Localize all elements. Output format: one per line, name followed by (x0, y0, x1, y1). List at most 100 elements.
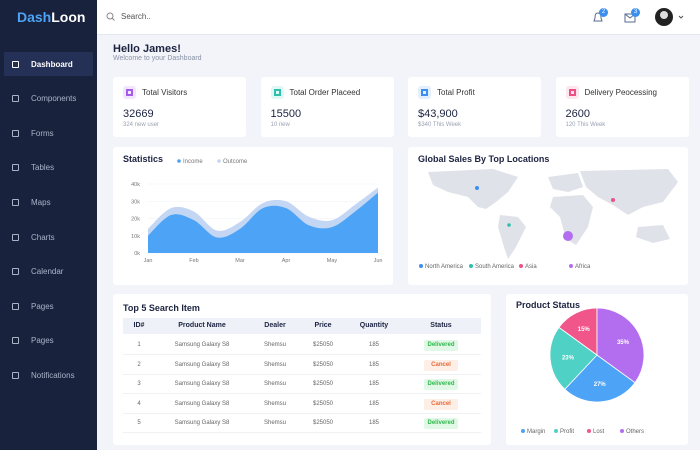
card-note: 10 new (270, 122, 290, 128)
card-label: Total Visitors (142, 88, 188, 97)
nav-item[interactable]: Notifications (4, 363, 93, 387)
location-dot (611, 198, 615, 202)
nav-item[interactable]: Components (4, 87, 93, 111)
nav-icon (12, 198, 19, 206)
greeting-subtitle: Welcome to your Dashboard (113, 55, 202, 62)
card-note: 324 new user (123, 122, 160, 128)
search-input[interactable]: Search.. (121, 12, 151, 21)
legend-dot (217, 159, 221, 163)
map-panel: Global Sales By Top Locations North Amer… (408, 147, 688, 285)
card-note: 120 This Week (565, 122, 606, 128)
card-icon (565, 86, 579, 99)
stat-card: Total Visitors 32669 324 new user (113, 77, 246, 137)
column-header: Quantity (359, 322, 389, 329)
x-tick-label: May (327, 258, 338, 264)
nav-icon (12, 268, 19, 276)
nav-item[interactable]: Pages (4, 329, 93, 353)
y-tick-label: 10k (131, 234, 140, 240)
nav-item[interactable]: Calendar (4, 260, 93, 284)
location-dot (475, 186, 479, 190)
nav-item[interactable]: Pages (4, 294, 93, 318)
area (148, 192, 378, 253)
nav-item[interactable]: Tables (4, 156, 93, 180)
chart-title: Statistics (123, 154, 163, 164)
nav-label: Dashboard (31, 59, 73, 69)
location-dot (507, 223, 511, 227)
status-badge: Cancel (424, 398, 458, 410)
y-tick-label: 40k (131, 182, 140, 188)
cell: Samsung Galaxy S8 (174, 400, 230, 407)
cell: 185 (368, 420, 379, 427)
table-title: Top 5 Search Item (123, 303, 200, 313)
legend-dot (587, 429, 591, 433)
x-tick-label: Mar (235, 258, 245, 264)
legend-label: Africa (575, 264, 591, 270)
x-tick-label: Apr (282, 258, 291, 264)
nav-label: Pages (31, 301, 54, 311)
nav-item[interactable]: Forms (4, 121, 93, 145)
table: ID# Product Name Dealer Price Quantity Status… (123, 318, 481, 438)
table-header-bg (123, 318, 481, 334)
card-value: 32669 (123, 108, 154, 120)
table-panel: Top 5 Search Item ID# Product Name Dealer P… (113, 294, 491, 445)
avatar[interactable] (654, 7, 686, 27)
cell: 185 (368, 381, 379, 388)
nav-icon (12, 233, 19, 241)
cell: Samsung Galaxy S8 (174, 342, 230, 348)
row-divider (123, 432, 481, 434)
legend-dot (177, 159, 181, 163)
cell: 2 (137, 361, 141, 368)
legend-label: South America (475, 264, 515, 270)
nav-item[interactable]: Charts (4, 225, 93, 249)
legend-dot (521, 429, 525, 433)
cell: 1 (137, 342, 141, 348)
card-label: Total Order Placeed (289, 88, 361, 97)
slice-label: 27% (594, 382, 607, 388)
brand-a: Dash (17, 9, 52, 25)
pie-slice (596, 307, 645, 384)
nav-label: Components (31, 94, 77, 104)
x-tick-label: Jan (144, 258, 153, 264)
stat-card: Total Profit $43,900 $340 This Week (408, 77, 541, 137)
nav-item[interactable]: Maps (4, 190, 93, 214)
legend-dot (554, 429, 558, 433)
nav-label: Forms (31, 128, 54, 138)
pie-chart: Product Status 27% Margin 23% Profit 15% Lost… (516, 300, 645, 435)
stat-card: Delivery Peocessing 2600 120 This Week (555, 77, 689, 137)
pie-slice (549, 326, 598, 390)
column-header: Status (430, 322, 452, 329)
nav-label: Pages (31, 336, 54, 346)
cell: 185 (368, 361, 379, 368)
legend-label: Outcome (223, 159, 248, 165)
brand-b: Loon (51, 9, 86, 25)
area-chart: Statistics 0k 10k 20k 30k 40k Jan Feb Mar Apr May… (123, 154, 383, 264)
column-header: Product Name (178, 322, 226, 329)
cell: Shemsu (263, 420, 286, 427)
cell: Samsung Galaxy S8 (174, 420, 230, 427)
cell: Shemsu (263, 342, 286, 348)
cell: $25050 (312, 342, 334, 348)
column-header: Price (314, 322, 332, 329)
location-dot (563, 231, 573, 241)
cell: $25050 (312, 420, 334, 427)
slice-label: 35% (617, 340, 630, 346)
legend-label: Margin (527, 429, 545, 435)
topbar: Search.. 2 3 (97, 0, 700, 35)
nav-item[interactable]: Dashboard (4, 52, 93, 76)
card-note: $340 This Week (418, 122, 462, 128)
legend-dot (569, 264, 573, 268)
x-tick-label: Feb (189, 258, 198, 264)
status-badge: Delivered (424, 340, 458, 351)
nav-icon (12, 371, 19, 379)
chart-title: Product Status (516, 300, 580, 310)
y-tick-label: 30k (131, 199, 140, 205)
cell: Shemsu (263, 400, 286, 407)
x-tick-label: Jun (374, 258, 383, 264)
legend-label: Profit (560, 429, 574, 435)
slice-label: 23% (562, 356, 575, 362)
legend-label: North America (425, 264, 464, 270)
map-title: Global Sales By Top Locations (418, 154, 549, 164)
row-divider (123, 373, 481, 375)
cell: 5 (137, 420, 141, 427)
